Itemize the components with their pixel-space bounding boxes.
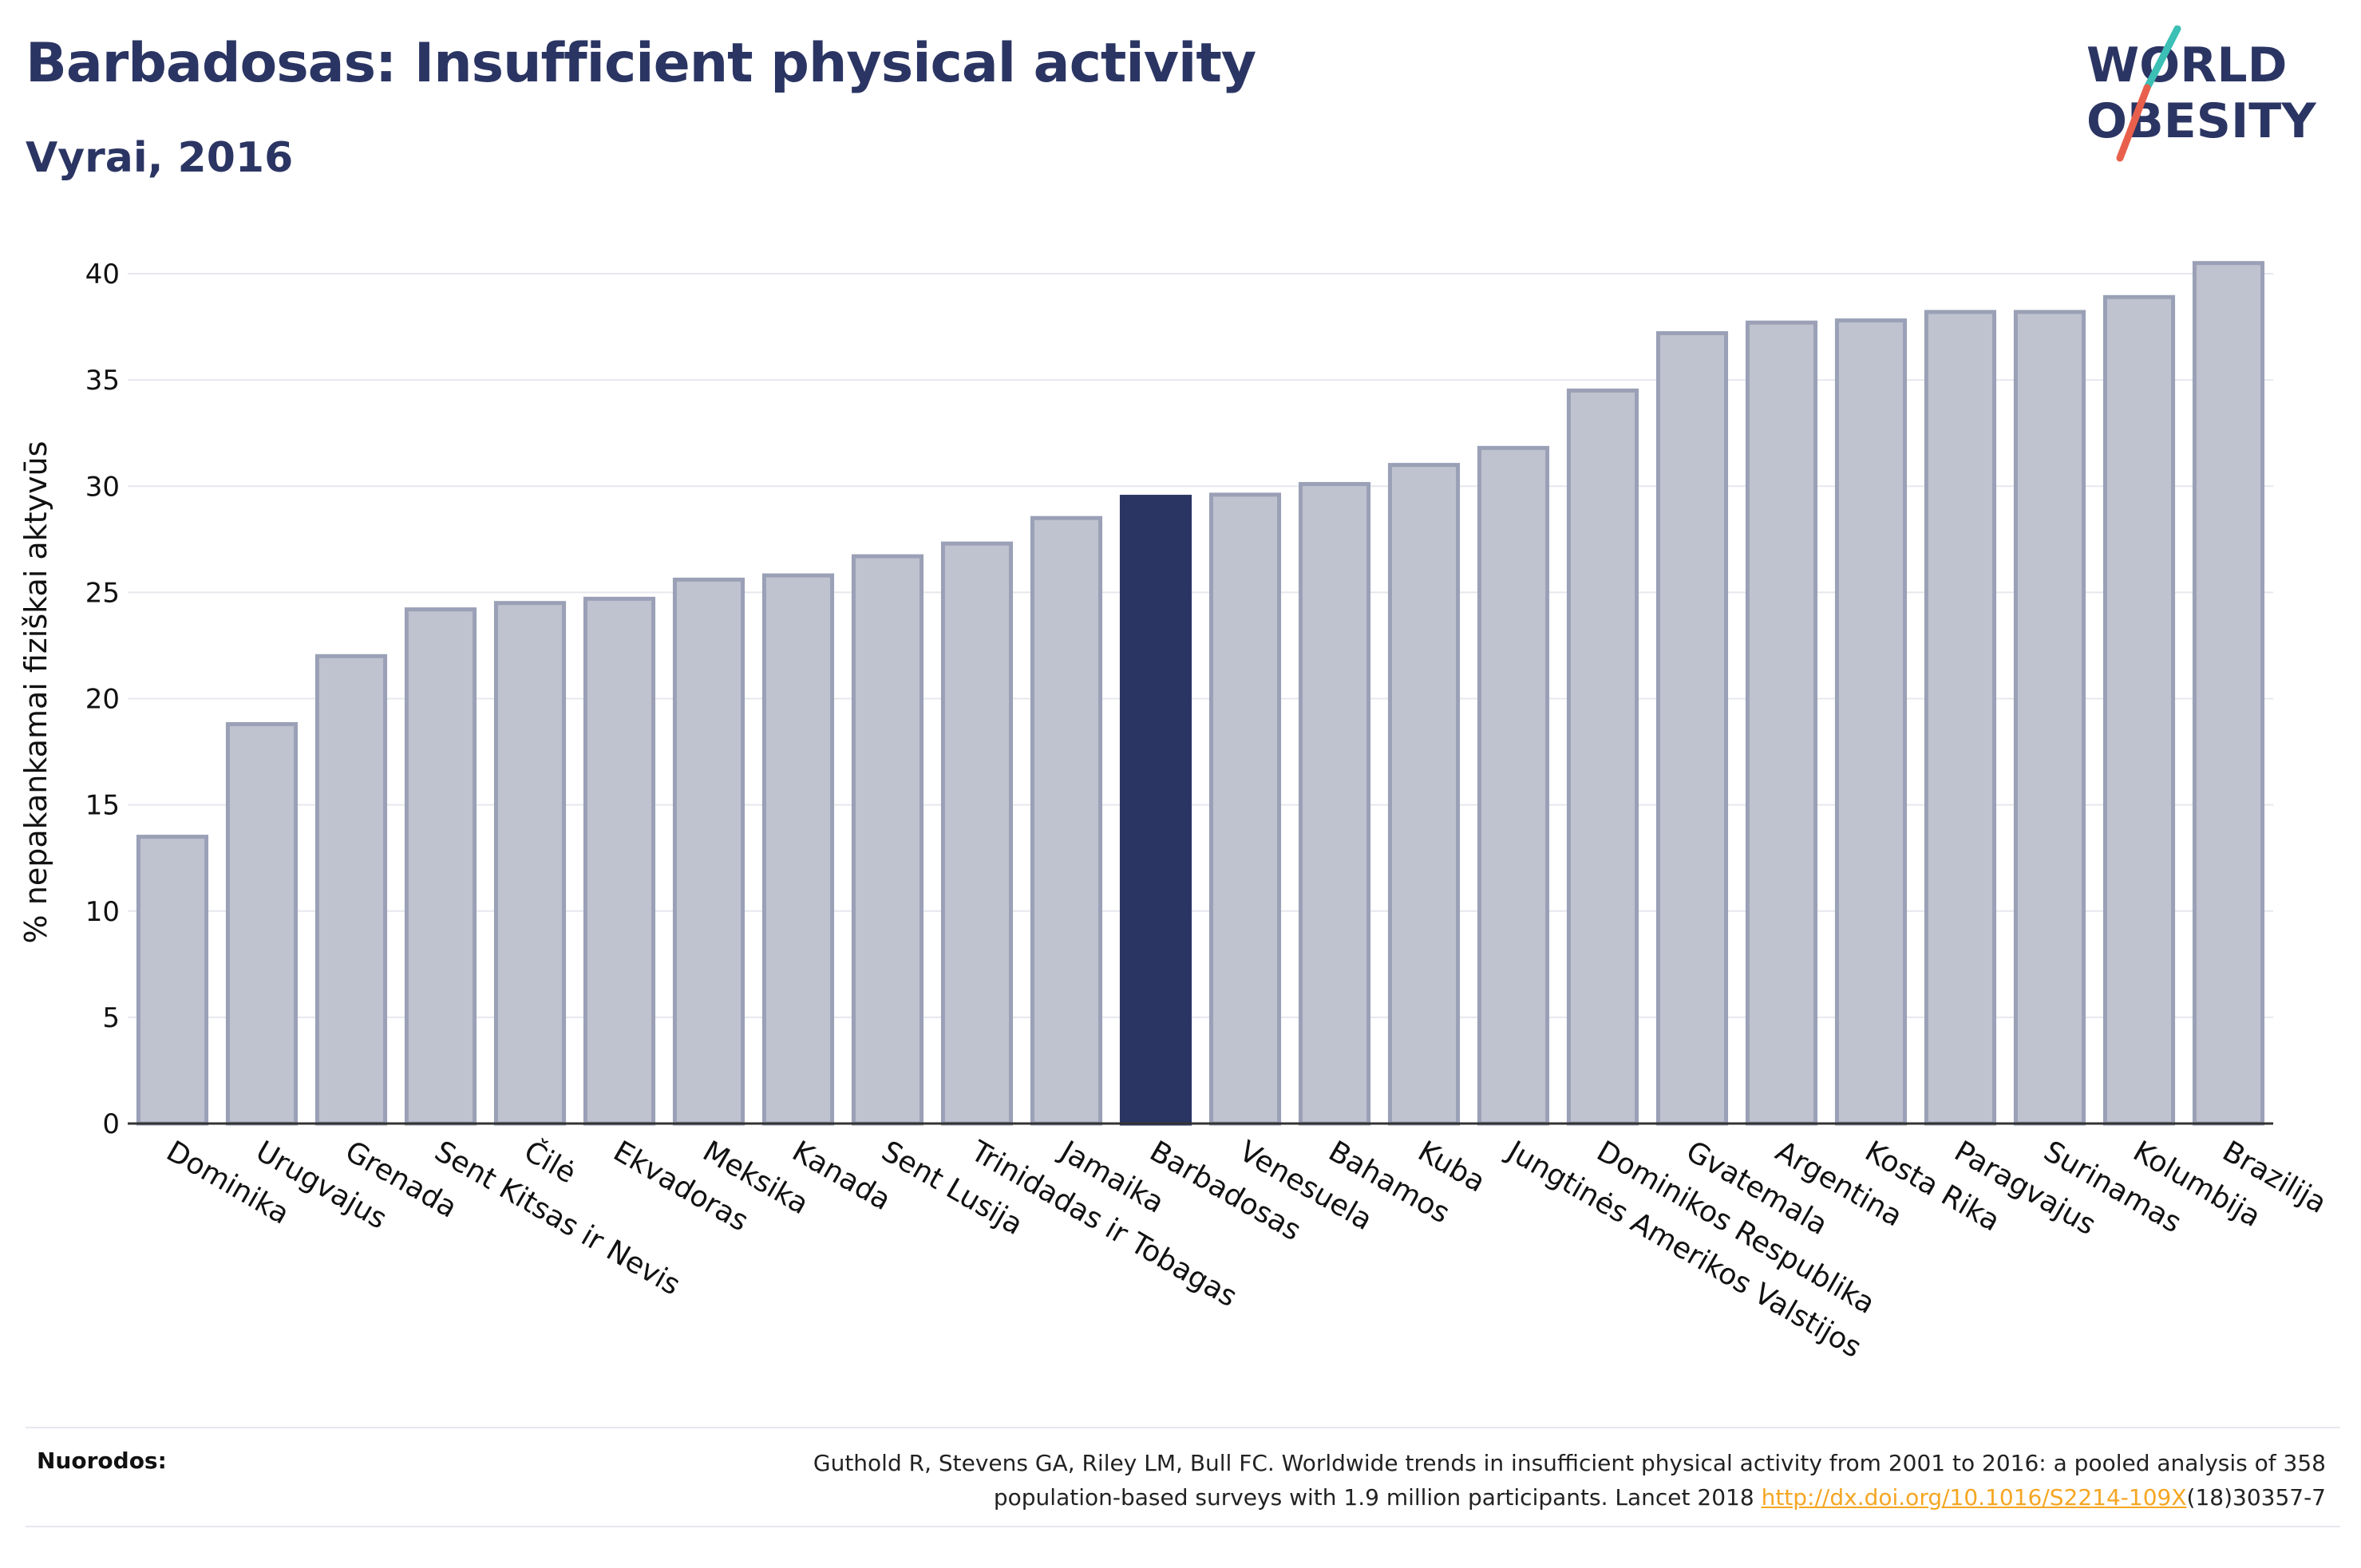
chart-title: Barbadosas: Insufficient physical activi…	[26, 32, 1256, 95]
bar-kosta-rika[interactable]	[1834, 318, 1908, 1126]
y-tick-label: 0	[102, 1108, 120, 1140]
y-tick-labels: 0 5 10 15 20 25 30 35 40	[85, 259, 120, 1140]
bar-dominikos-respublika[interactable]	[1566, 388, 1639, 1126]
y-tick-label: 40	[85, 259, 120, 290]
bar-kanada[interactable]	[761, 573, 835, 1126]
sources-label: Nuorodos:	[37, 1448, 167, 1474]
citation-line-1: Guthold R, Stevens GA, Riley LM, Bull FC…	[813, 1450, 2326, 1476]
citation-line-2-start: population-based surveys with 1.9 millio…	[993, 1484, 1762, 1511]
bar-bahamos[interactable]	[1298, 482, 1371, 1126]
logo-text-world: WORLD	[2086, 38, 2287, 93]
bar-chart: 0 5 10 15 20 25 30 35 40 DominikaUrugvajusGrenad…	[18, 259, 2332, 1365]
y-tick-label: 15	[85, 790, 120, 822]
y-tick-label: 20	[85, 684, 120, 716]
bar-gvatemala[interactable]	[1655, 331, 1729, 1126]
bar-venesuela[interactable]	[1208, 492, 1282, 1126]
y-axis-label: % nepakankamai fiziškai aktyvūs	[18, 441, 53, 944]
bar-meksika[interactable]	[672, 577, 745, 1126]
bar-brazilija[interactable]	[2192, 261, 2265, 1126]
bars	[136, 261, 2265, 1126]
bar-jamaika[interactable]	[1030, 515, 1103, 1126]
bar-cile[interactable]	[493, 601, 567, 1126]
doi-link[interactable]: http://dx.doi.org/10.1016/S2214-109X	[1761, 1484, 2187, 1511]
y-tick-label: 30	[85, 471, 120, 503]
bar-surinamas[interactable]	[2013, 310, 2086, 1126]
bar-argentina[interactable]	[1745, 320, 1818, 1126]
logo-slash-bottom	[2116, 84, 2151, 162]
y-tick-label: 35	[85, 365, 120, 397]
logo-slash-top	[2143, 26, 2181, 92]
bar-jungtines-amerikos-valstijos[interactable]	[1477, 445, 1550, 1126]
bar-dominika[interactable]	[136, 835, 209, 1126]
bar-urugvajus[interactable]	[225, 721, 299, 1126]
grid-lines	[128, 273, 2273, 1018]
sources-citation: Guthold R, Stevens GA, Riley LM, Bull FC…	[490, 1446, 2326, 1515]
y-tick-label: 25	[85, 577, 120, 609]
bar-trinidadas-ir-tobagas[interactable]	[940, 541, 1014, 1126]
bar-grenada[interactable]	[314, 654, 388, 1126]
footer-divider-bottom	[26, 1526, 2340, 1527]
footer-divider-top	[26, 1427, 2340, 1428]
chart-subtitle: Vyrai, 2016	[26, 134, 294, 182]
y-tick-label: 5	[102, 1002, 120, 1034]
bar-barbadosas[interactable]	[1119, 495, 1192, 1126]
bar-ekvadoras[interactable]	[583, 596, 656, 1126]
y-tick-label: 10	[85, 896, 120, 928]
world-obesity-logo: WORLD OBESITY	[2086, 26, 2317, 162]
bar-kolumbija[interactable]	[2102, 294, 2176, 1126]
bar-paragvajus[interactable]	[1924, 310, 1997, 1126]
citation-line-2-end: (18)30357-7	[2186, 1484, 2326, 1511]
bar-sent-kitsas-ir-nevis[interactable]	[404, 607, 477, 1126]
bar-kuba[interactable]	[1387, 463, 1461, 1126]
bar-sent-lusija[interactable]	[851, 554, 924, 1126]
